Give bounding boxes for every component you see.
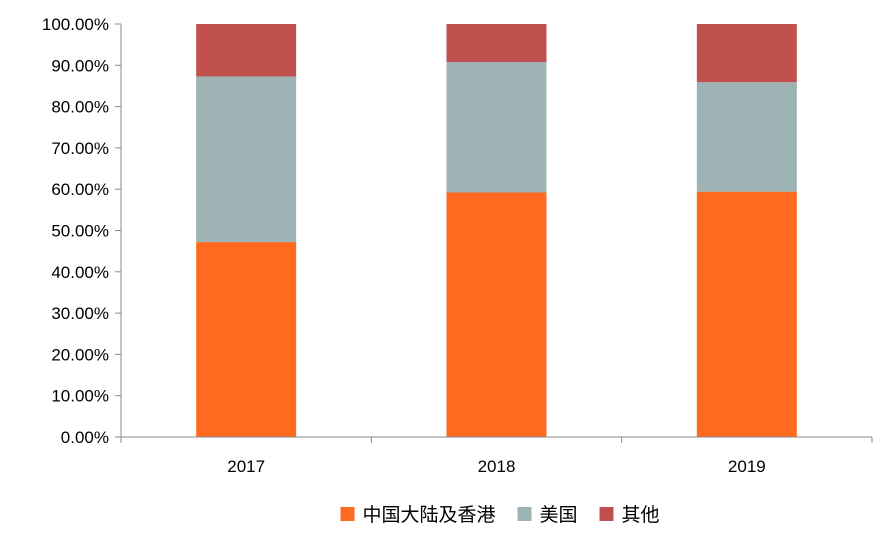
bar-2018-series-1: [446, 62, 547, 193]
axes-layer: 0.00% 10.00% 20.00% 30.00% 40.00% 50.00% 60.00…: [42, 15, 873, 476]
bar-2017-series-1: [196, 76, 297, 243]
legend-swatch-series-0: [340, 507, 355, 521]
y-tick-label: 50.00%: [51, 222, 109, 241]
x-tick-label: 2017: [227, 457, 265, 476]
bar-2019-series-2: [696, 24, 797, 83]
legend-swatch-series-1: [517, 507, 532, 521]
legend-label-series-2: 其他: [622, 504, 660, 526]
bars-layer: [196, 24, 797, 437]
bar-2017-series-2: [196, 24, 297, 77]
y-tick-label: 90.00%: [51, 56, 109, 75]
y-tick-label: 10.00%: [51, 387, 109, 406]
legend: 中国大陆及香港 美国 其他: [340, 504, 660, 526]
legend-label-series-1: 美国: [540, 504, 578, 526]
bar-2017-series-0: [196, 242, 297, 437]
legend-label-series-0: 中国大陆及香港: [363, 504, 496, 526]
y-tick-label: 70.00%: [51, 139, 109, 158]
y-tick-label: 30.00%: [51, 304, 109, 323]
x-tick-label: 2018: [478, 457, 516, 476]
y-tick-label: 0.00%: [61, 428, 109, 447]
y-tick-label: 60.00%: [51, 180, 109, 199]
y-tick-label: 80.00%: [51, 98, 109, 117]
y-tick-label: 100.00%: [42, 15, 109, 34]
legend-swatch-series-2: [599, 507, 614, 521]
x-tick-label: 2019: [728, 457, 766, 476]
y-tick-label: 20.00%: [51, 345, 109, 364]
bar-2019-series-1: [696, 82, 797, 192]
y-tick-label: 40.00%: [51, 263, 109, 282]
bar-2019-series-0: [696, 191, 797, 437]
bar-2018-series-0: [446, 192, 547, 437]
bar-2018-series-2: [446, 24, 547, 62]
